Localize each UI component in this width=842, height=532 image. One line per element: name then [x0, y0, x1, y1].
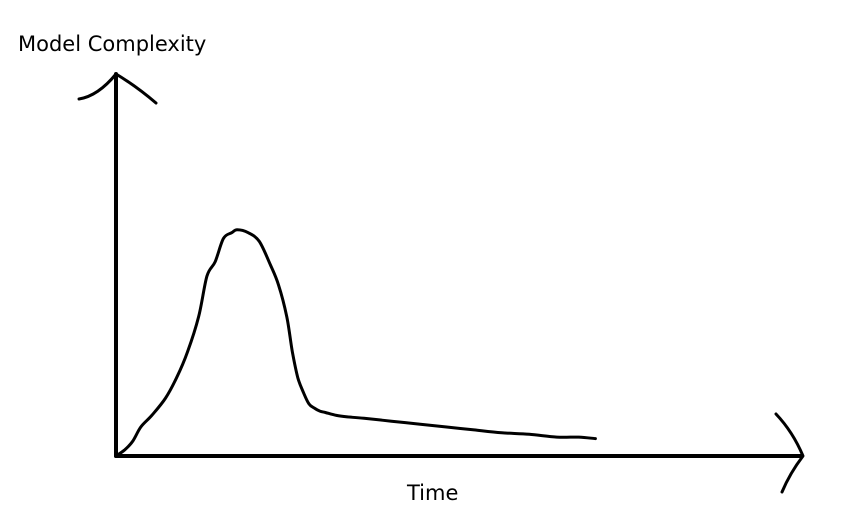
y-axis-label: Model Complexity — [18, 32, 207, 56]
x-axis-label: Time — [407, 481, 459, 505]
chart-axes — [77, 72, 805, 494]
chart-series — [114, 228, 597, 458]
y-axis-arrowhead — [77, 72, 158, 105]
series-line-0 — [114, 228, 597, 458]
x-axis-arrowhead — [774, 412, 805, 494]
